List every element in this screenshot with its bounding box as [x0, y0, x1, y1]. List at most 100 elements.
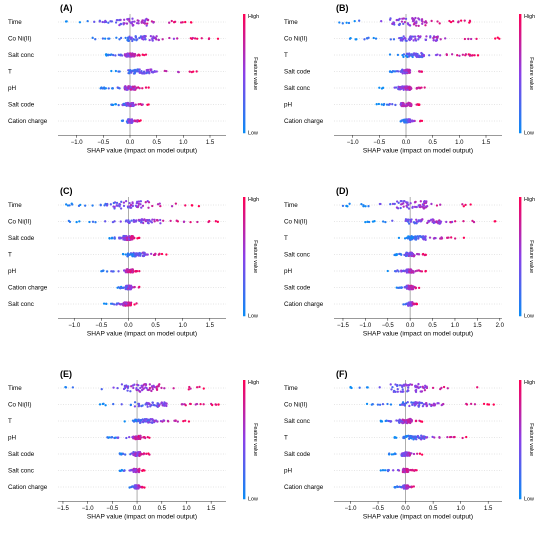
shap-point [384, 220, 387, 224]
shap-point [130, 485, 134, 488]
shap-point [147, 222, 150, 225]
shap-point [135, 302, 138, 305]
shap-point [161, 38, 164, 41]
shap-point [138, 253, 141, 256]
shap-point [130, 385, 133, 388]
shap-point [119, 469, 122, 473]
shap-point [65, 20, 68, 23]
shap-point [150, 389, 153, 393]
shap-point [112, 386, 115, 389]
shap-point [147, 86, 150, 89]
shap-point [411, 53, 415, 57]
shap-point [375, 103, 378, 106]
shap-point [410, 235, 413, 238]
feature-label: pH [284, 102, 293, 109]
x-tick-label: 0.5 [152, 140, 161, 146]
shap-point [393, 23, 396, 26]
shap-point [136, 237, 139, 240]
shap-point [423, 389, 427, 392]
shap-point [102, 302, 106, 305]
shap-point [147, 452, 150, 455]
shap-point [414, 21, 418, 24]
shap-point [415, 205, 418, 209]
shap-point [184, 20, 187, 24]
shap-point [200, 37, 203, 40]
shap-point [404, 37, 407, 40]
feature-label: Salt code [284, 69, 311, 76]
shap-point [98, 403, 102, 406]
shap-point [144, 201, 147, 204]
feature-label: Cation charge [8, 484, 48, 491]
shap-point [417, 382, 420, 386]
shap-point [453, 237, 457, 240]
shap-point [115, 201, 119, 205]
shap-point [123, 384, 126, 388]
shap-point [416, 385, 419, 388]
shap-point [121, 119, 125, 122]
shap-point [410, 304, 413, 307]
shap-point [425, 404, 428, 408]
shap-point [423, 86, 426, 89]
shap-point [362, 204, 365, 207]
shap-point [64, 386, 68, 389]
shap-point [150, 252, 153, 255]
shap-point [380, 20, 383, 23]
feature-label: pH [8, 435, 17, 442]
shap-point [426, 221, 429, 225]
shap-point [404, 454, 407, 457]
shap-point [403, 237, 407, 240]
x-tick-label: 1.5 [206, 140, 215, 146]
feature-label: Salt conc [8, 52, 34, 59]
shap-point [120, 383, 124, 386]
shap-point [129, 88, 133, 91]
shap-point [418, 54, 421, 57]
shap-point [137, 22, 140, 25]
shap-point [173, 419, 176, 422]
shap-point [115, 18, 118, 22]
shap-point [422, 54, 426, 57]
shap-point [122, 234, 125, 238]
feature-label: Time [8, 19, 22, 26]
x-axis-label: SHAP value (impact on model output) [87, 330, 197, 337]
shap-point [115, 204, 118, 207]
shap-point [462, 205, 465, 208]
shap-point [126, 287, 130, 290]
shap-point [390, 453, 394, 456]
shap-point [132, 453, 135, 457]
shap-point [151, 39, 154, 42]
shap-point [141, 37, 144, 41]
shap-point [128, 72, 131, 75]
shap-point [160, 401, 164, 404]
shap-point [165, 404, 168, 408]
shap-point [476, 386, 479, 389]
shap-point [150, 403, 153, 407]
shap-point [392, 38, 396, 41]
shap-point [414, 37, 417, 41]
shap-point [134, 36, 138, 39]
x-tick-label: −1.0 [345, 506, 358, 512]
shap-point [110, 236, 114, 239]
shap-point [423, 384, 427, 387]
shap-point [112, 201, 115, 205]
shap-point [140, 220, 143, 224]
shap-point [413, 402, 416, 406]
shap-point [395, 70, 399, 73]
feature-label: T [284, 235, 288, 242]
shap-point [463, 19, 466, 22]
shap-point [406, 254, 409, 257]
shap-point [389, 203, 392, 206]
shap-point [431, 386, 435, 390]
shap-point [135, 454, 138, 457]
shap-point [131, 39, 134, 43]
shap-point [126, 206, 130, 209]
colorbar [519, 197, 522, 317]
shap-point [152, 21, 155, 24]
shap-point [111, 103, 115, 107]
shap-point [424, 401, 428, 405]
shap-point [409, 286, 412, 289]
shap-point [399, 36, 402, 40]
shap-point [134, 419, 137, 422]
shap-point [409, 220, 412, 223]
shap-point [402, 205, 405, 208]
shap-point [132, 451, 135, 454]
